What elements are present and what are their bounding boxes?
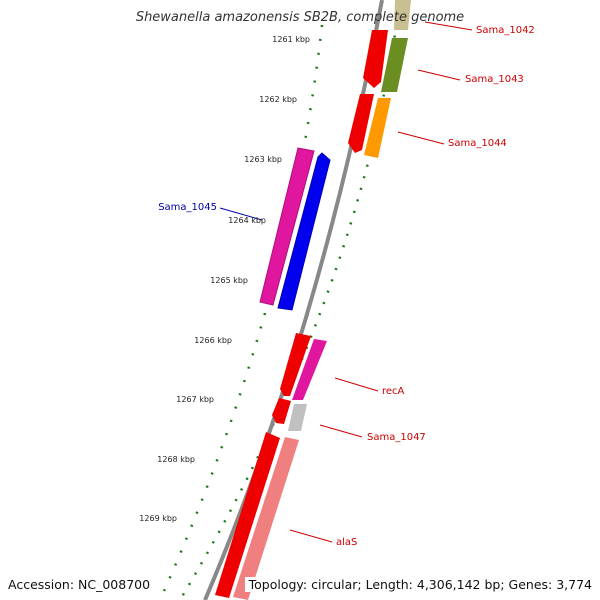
feature-sama-1047 [288, 404, 307, 431]
gene-labels: Sama_1042 Sama_1043 Sama_1044 Sama_1045 recA… [158, 25, 535, 548]
label-leader-line [417, 69, 461, 81]
label-leaders [219, 21, 473, 543]
label-leader-line [424, 21, 473, 31]
map-title: Shewanella amazonensis SB2B, complete ge… [135, 10, 465, 25]
backbone-line [203, 0, 384, 600]
tick-label: 1265 kbp [210, 276, 248, 285]
tick-label: 1264 kbp [228, 216, 266, 225]
label-leader-line [219, 207, 263, 221]
feature-sama-1044-red [348, 94, 374, 153]
feature-small-red [272, 398, 291, 424]
label-leader-line [397, 131, 445, 145]
feature-sama-1043 [381, 38, 408, 92]
tick-label: 1261 kbp [272, 35, 310, 44]
tick-label: 1269 kbp [139, 514, 177, 523]
label-leader-line [334, 377, 379, 392]
label-leader-line [289, 529, 333, 543]
feature-blue-gene [277, 152, 331, 311]
gene-label: Sama_1043 [465, 74, 524, 85]
tick-labels: 1261 kbp 1262 kbp 1263 kbp 1264 kbp 1265 kbp… [139, 35, 310, 523]
gene-label: Sama_1044 [448, 138, 507, 149]
feature-reca [292, 339, 327, 400]
tick-label: 1263 kbp [244, 155, 282, 164]
tick-label: 1262 kbp [259, 95, 297, 104]
accession-text: Accession: NC_008700 [8, 577, 155, 592]
feature-sama-1045-outer [259, 147, 315, 306]
feature-top-tan [394, 0, 411, 30]
tick-label: 1267 kbp [176, 395, 214, 404]
gene-label: Sama_1042 [476, 25, 535, 36]
tick-label: 1266 kbp [194, 336, 232, 345]
feature-reca-red [280, 333, 311, 396]
gene-label: Sama_1047 [367, 432, 426, 443]
gene-label: recA [382, 386, 405, 397]
topology-text: Topology: circular; Length: 4,306,142 bp… [244, 577, 592, 592]
gene-label: alaS [336, 537, 357, 548]
label-leader-line [319, 424, 363, 438]
feature-alas [233, 437, 299, 600]
tick-label: 1268 kbp [157, 455, 195, 464]
gene-label: Sama_1045 [158, 202, 217, 213]
feature-sama-1044 [364, 98, 391, 158]
feature-sama-1042 [363, 30, 388, 88]
feature-long-red [215, 432, 280, 598]
